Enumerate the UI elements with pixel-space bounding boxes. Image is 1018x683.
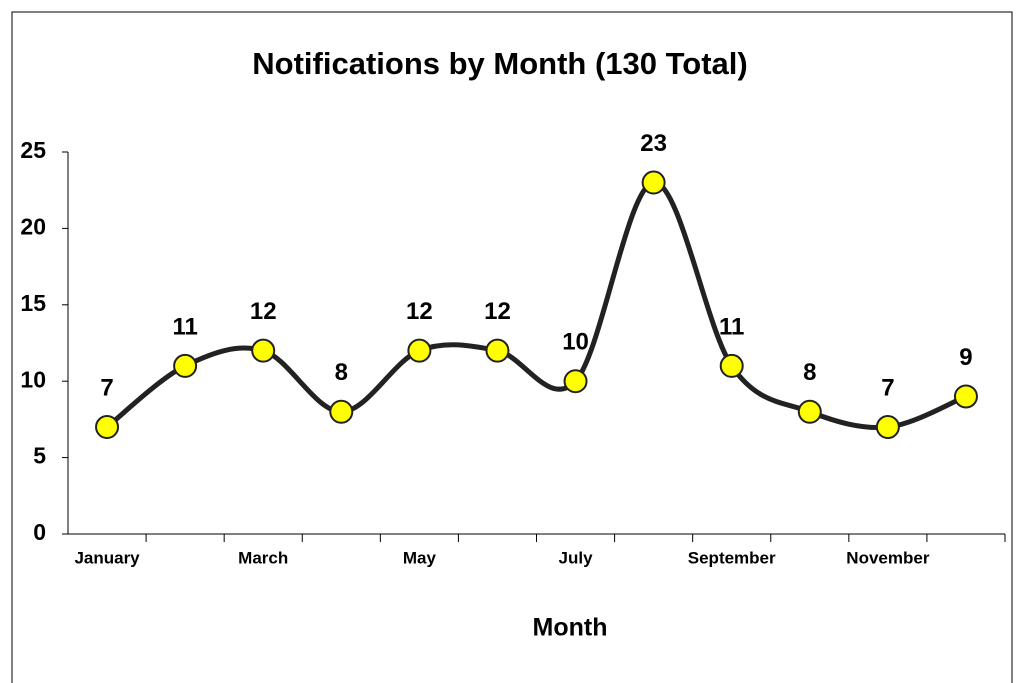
- y-tick-label: 15: [20, 290, 46, 316]
- marker: [797, 399, 822, 424]
- data-label: 10: [562, 329, 589, 356]
- y-tick-label: 25: [20, 137, 46, 163]
- marker: [329, 399, 354, 424]
- chart-title: Notifications by Month (130 Total): [252, 46, 747, 81]
- data-label: 12: [250, 298, 277, 325]
- y-tick-label: 10: [20, 366, 46, 392]
- data-label: 7: [100, 374, 113, 401]
- marker: [563, 369, 588, 394]
- chart-frame: [11, 11, 1013, 683]
- data-label: 8: [803, 359, 816, 386]
- data-label: 23: [640, 130, 667, 157]
- data-label: 7: [881, 374, 894, 401]
- x-tick-label: September: [688, 548, 776, 567]
- marker: [953, 384, 978, 409]
- data-label: 11: [172, 313, 197, 340]
- x-tick-label: May: [403, 548, 437, 567]
- marker: [407, 338, 432, 363]
- data-label: 9: [959, 344, 972, 371]
- marker: [485, 338, 510, 363]
- y-tick-label: 0: [33, 519, 46, 545]
- data-label: 12: [406, 298, 433, 325]
- marker: [251, 338, 276, 363]
- marker: [95, 415, 120, 440]
- marker: [641, 170, 666, 195]
- x-tick-label: November: [846, 548, 930, 567]
- x-tick-label: July: [559, 548, 594, 567]
- x-axis-label: Month: [533, 614, 608, 642]
- data-label: 8: [335, 359, 348, 386]
- marker: [875, 415, 900, 440]
- data-label: 12: [484, 298, 511, 325]
- y-tick-label: 20: [20, 213, 46, 239]
- marker: [173, 353, 198, 378]
- x-tick-label: March: [238, 548, 288, 567]
- data-label: 11: [719, 313, 744, 340]
- marker: [719, 353, 744, 378]
- y-tick-label: 5: [33, 443, 46, 469]
- x-tick-label: January: [74, 548, 140, 567]
